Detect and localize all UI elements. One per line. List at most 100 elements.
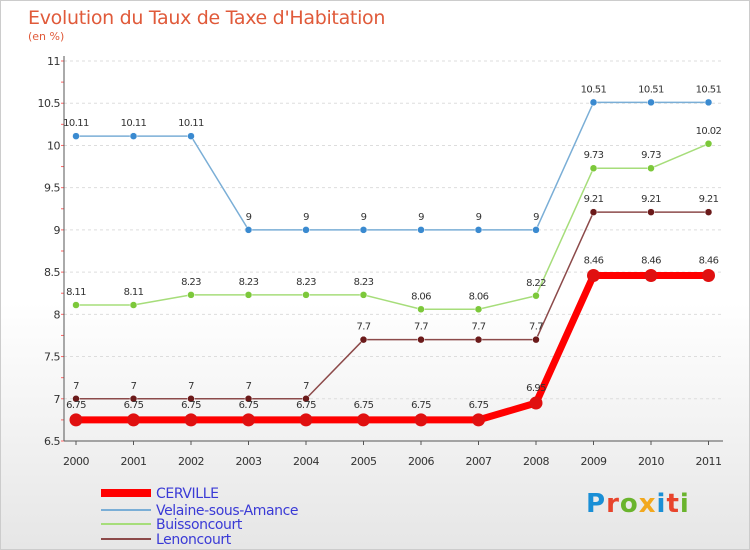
data-label: 7.7 [471, 322, 485, 333]
data-label: 10.51 [638, 84, 664, 95]
y-tick-label: 6.5 [44, 435, 60, 448]
data-label: 6.75 [124, 400, 144, 411]
data-label: 8.11 [66, 287, 86, 298]
data-point [647, 164, 655, 172]
data-point [587, 268, 600, 282]
data-point [127, 413, 140, 427]
data-label: 9 [361, 212, 367, 223]
x-tick-label: 2000 [63, 455, 89, 468]
data-point [647, 208, 655, 216]
data-label: 7.7 [414, 322, 428, 333]
data-label: 6.75 [296, 400, 316, 411]
data-point [69, 413, 83, 427]
x-tick-label: 2005 [351, 455, 377, 468]
x-tick-label: 2003 [236, 455, 262, 468]
data-label: 7.7 [356, 322, 370, 333]
data-label: 9.73 [584, 150, 604, 161]
data-point [72, 301, 80, 309]
data-label: 9.73 [641, 150, 661, 161]
data-point [244, 226, 253, 234]
data-label: 10.11 [178, 118, 204, 129]
data-label: 8.23 [239, 277, 259, 288]
data-point [532, 226, 540, 234]
data-point [302, 395, 310, 403]
y-tick-label: 9.5 [44, 182, 60, 195]
data-label: 9.21 [584, 194, 604, 205]
data-point [72, 395, 80, 403]
data-label: 7 [246, 381, 252, 392]
x-tick-label: 2002 [178, 455, 204, 468]
x-tick-label: 2010 [638, 455, 664, 468]
data-label: 7 [131, 381, 137, 392]
data-point [187, 395, 195, 403]
data-label: 9.21 [699, 194, 719, 205]
data-point [414, 413, 428, 427]
x-tick-label: 2008 [523, 455, 549, 468]
data-label: 6.75 [469, 400, 489, 411]
data-label: 9 [246, 212, 252, 223]
data-label: 8.46 [584, 255, 604, 266]
data-label: 6.75 [354, 400, 374, 411]
logo-letter: t [666, 489, 680, 519]
y-tick-label: 7 [54, 393, 61, 406]
data-point [644, 268, 658, 282]
legend-label: CERVILLE [156, 486, 219, 502]
data-point [129, 301, 138, 309]
data-point [589, 208, 598, 216]
data-label: 10.51 [696, 84, 722, 95]
data-point [129, 395, 138, 403]
y-tick-label: 9 [54, 224, 61, 237]
data-point [702, 268, 715, 282]
chart-title: Evolution du Taux de Taxe d'Habitation [28, 7, 386, 29]
data-point [359, 291, 368, 299]
data-point [302, 291, 310, 299]
data-point [704, 208, 713, 216]
logo-letter: o [619, 489, 639, 519]
legend-label: Velaine-sous-Amance [156, 503, 298, 519]
data-point [299, 413, 313, 427]
series-line-buissoncourt [76, 143, 709, 311]
legend-label: Buissoncourt [156, 517, 243, 533]
data-point [472, 413, 485, 427]
y-tick-label: 10.5 [38, 97, 61, 110]
y-tick-label: 8 [54, 308, 61, 321]
data-point [187, 132, 195, 140]
data-point [417, 335, 425, 344]
chart-subtitle: (en %) [28, 30, 65, 43]
data-label: 8.11 [124, 287, 144, 298]
data-point [244, 395, 253, 403]
data-point [359, 335, 368, 344]
data-label: 10.02 [696, 126, 722, 137]
data-point [357, 413, 370, 427]
data-label: 8.23 [296, 277, 316, 288]
x-tick-label: 2011 [696, 455, 722, 468]
data-point [532, 292, 540, 300]
data-point [244, 291, 253, 299]
y-tick-label: 11 [47, 55, 60, 68]
data-label: 8.46 [699, 255, 719, 266]
y-tick-label: 10 [47, 139, 60, 152]
x-tick-label: 2007 [466, 455, 492, 468]
data-point [417, 226, 425, 234]
data-label: 8.23 [181, 277, 201, 288]
logo-letter: i [656, 489, 667, 519]
data-label: 6.75 [66, 400, 86, 411]
data-label: 10.51 [581, 84, 607, 95]
data-point [589, 98, 598, 107]
data-point [359, 226, 368, 234]
y-tick-label: 8.5 [44, 266, 60, 279]
legend-label: Lenoncourt [156, 532, 232, 548]
logo-letter: x [638, 489, 657, 519]
data-label: 7 [303, 381, 309, 392]
series-line-velaine-sous-amance [76, 101, 709, 231]
data-point [129, 132, 138, 140]
data-label: 7.7 [529, 322, 543, 333]
data-label: 6.75 [411, 400, 431, 411]
x-tick-label: 2001 [121, 455, 147, 468]
data-point [474, 335, 483, 344]
data-point [72, 132, 80, 140]
data-label: 6.75 [181, 400, 201, 411]
data-point [184, 413, 198, 427]
